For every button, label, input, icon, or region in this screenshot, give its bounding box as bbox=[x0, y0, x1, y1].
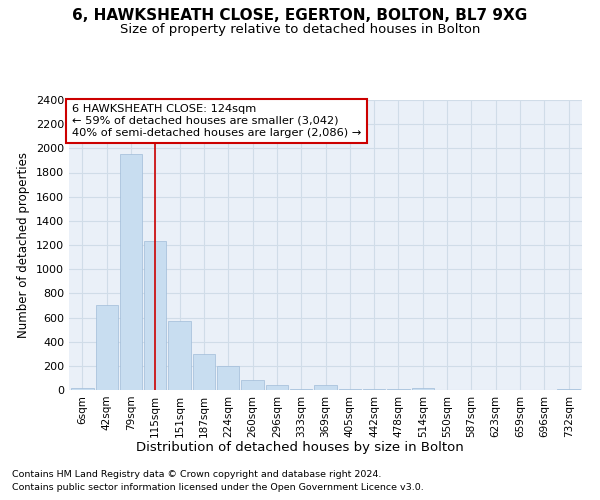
Text: Contains HM Land Registry data © Crown copyright and database right 2024.: Contains HM Land Registry data © Crown c… bbox=[12, 470, 382, 479]
Bar bbox=[169, 320, 191, 390]
Text: Distribution of detached houses by size in Bolton: Distribution of detached houses by size … bbox=[136, 441, 464, 454]
Bar bbox=[412, 388, 434, 390]
Text: 6 HAWKSHEATH CLOSE: 124sqm
← 59% of detached houses are smaller (3,042)
40% of s: 6 HAWKSHEATH CLOSE: 124sqm ← 59% of deta… bbox=[71, 104, 361, 138]
Bar bbox=[557, 389, 580, 390]
Bar bbox=[144, 242, 166, 390]
Text: 6, HAWKSHEATH CLOSE, EGERTON, BOLTON, BL7 9XG: 6, HAWKSHEATH CLOSE, EGERTON, BOLTON, BL… bbox=[73, 8, 527, 22]
Bar bbox=[95, 306, 118, 390]
Bar bbox=[71, 388, 94, 390]
Bar bbox=[314, 385, 337, 390]
Bar bbox=[217, 366, 239, 390]
Y-axis label: Number of detached properties: Number of detached properties bbox=[17, 152, 31, 338]
Bar bbox=[241, 380, 264, 390]
Text: Size of property relative to detached houses in Bolton: Size of property relative to detached ho… bbox=[120, 22, 480, 36]
Bar bbox=[193, 354, 215, 390]
Bar bbox=[120, 154, 142, 390]
Bar bbox=[266, 384, 288, 390]
Text: Contains public sector information licensed under the Open Government Licence v3: Contains public sector information licen… bbox=[12, 483, 424, 492]
